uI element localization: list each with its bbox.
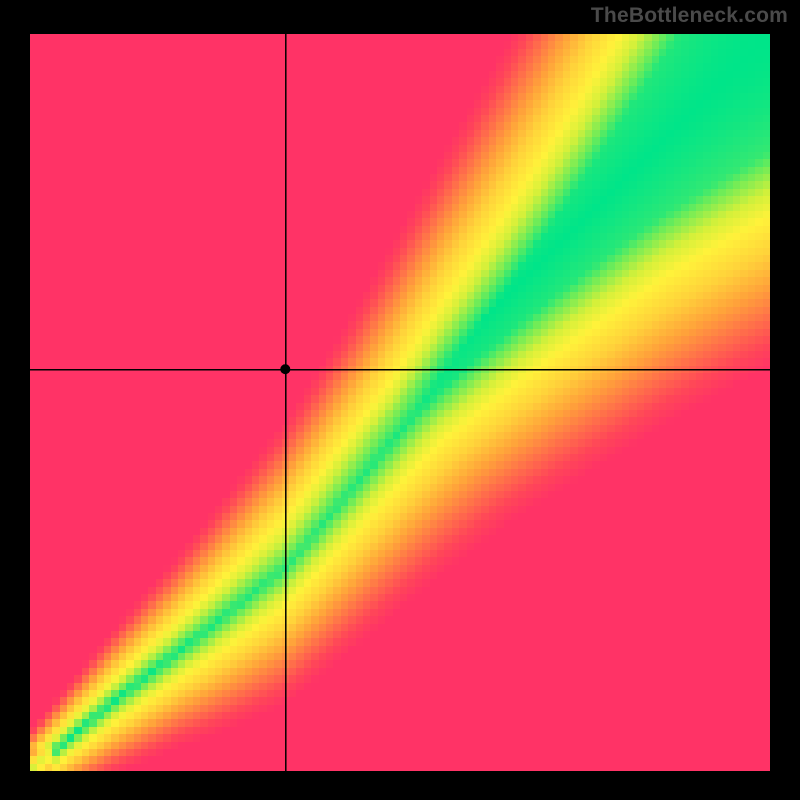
watermark-text: TheBottleneck.com bbox=[591, 4, 788, 28]
crosshair-overlay bbox=[0, 0, 800, 800]
chart-container: TheBottleneck.com bbox=[0, 0, 800, 800]
